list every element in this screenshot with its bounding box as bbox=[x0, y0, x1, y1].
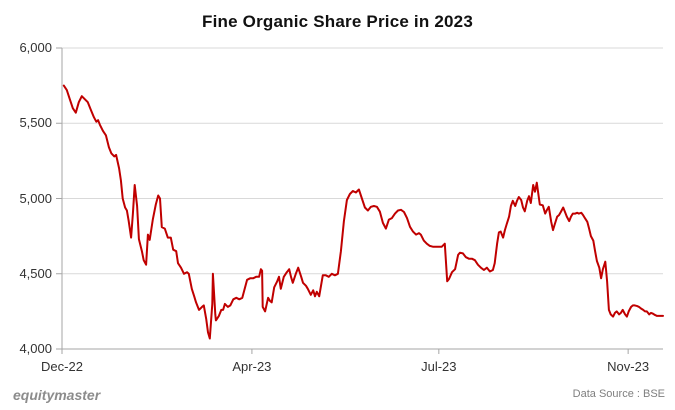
x-axis-label: Dec-22 bbox=[41, 359, 83, 374]
equitymaster-logo: equitymaster bbox=[13, 387, 101, 403]
x-axis-label: Apr-23 bbox=[232, 359, 272, 374]
x-axis-label: Nov-23 bbox=[607, 359, 650, 374]
data-source-note: Data Source : BSE bbox=[572, 388, 665, 400]
y-axis-label: 5,500 bbox=[19, 115, 52, 131]
y-axis-label: 6,000 bbox=[19, 40, 52, 55]
chart-title: Fine Organic Share Price in 2023 bbox=[202, 12, 473, 31]
y-axis-label: 4,500 bbox=[19, 265, 52, 281]
y-axis-label: 4,000 bbox=[19, 341, 52, 356]
y-axis-label: 5,000 bbox=[19, 190, 52, 206]
x-axis-label: Jul-23 bbox=[421, 359, 457, 374]
price-line bbox=[62, 84, 664, 340]
